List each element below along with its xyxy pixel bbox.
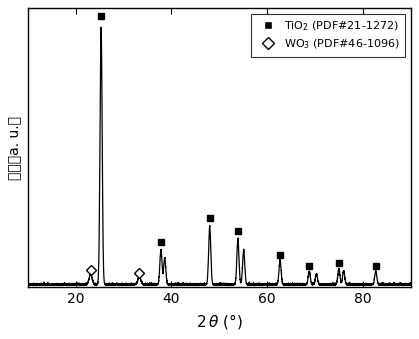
- Legend: TiO$_2$ (PDF#21-1272), WO$_3$ (PDF#46-1096): TiO$_2$ (PDF#21-1272), WO$_3$ (PDF#46-10…: [251, 14, 405, 57]
- Y-axis label: 强度（a. u.）: 强度（a. u.）: [8, 116, 22, 180]
- X-axis label: $2\,\theta\,\,(°)$: $2\,\theta\,\,(°)$: [196, 312, 243, 331]
